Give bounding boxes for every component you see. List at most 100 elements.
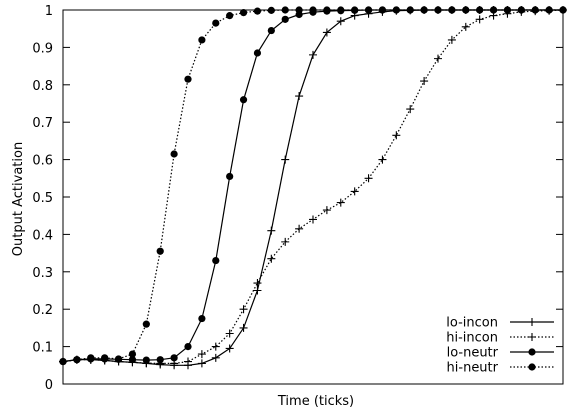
data-point bbox=[350, 187, 359, 196]
data-point bbox=[101, 354, 109, 362]
data-point bbox=[406, 105, 415, 114]
y-tick-label: 0.4 bbox=[32, 228, 53, 243]
data-point bbox=[239, 323, 248, 332]
data-point bbox=[476, 6, 484, 14]
data-point bbox=[225, 329, 234, 338]
data-point bbox=[170, 354, 178, 362]
data-point bbox=[489, 6, 498, 14]
y-tick-label: 0.9 bbox=[32, 41, 53, 56]
data-point bbox=[448, 6, 456, 14]
data-point bbox=[309, 215, 317, 224]
y-tick-label: 0.2 bbox=[32, 303, 53, 318]
y-tick-label: 0.6 bbox=[32, 154, 53, 169]
data-point bbox=[184, 343, 192, 351]
data-point bbox=[281, 15, 289, 23]
data-point bbox=[323, 6, 331, 14]
data-point bbox=[253, 286, 262, 295]
data-point bbox=[239, 96, 248, 104]
data-point bbox=[212, 19, 220, 27]
data-point bbox=[114, 355, 123, 363]
data-point bbox=[351, 6, 359, 14]
data-point bbox=[337, 6, 345, 14]
data-point bbox=[309, 50, 317, 59]
data-point bbox=[503, 6, 512, 14]
legend-label: hi-incon bbox=[446, 331, 498, 346]
data-point bbox=[528, 348, 536, 356]
data-point bbox=[197, 350, 206, 359]
data-point bbox=[392, 6, 400, 14]
series-line bbox=[62, 9, 564, 364]
data-point bbox=[198, 314, 206, 323]
data-point bbox=[142, 320, 150, 328]
data-point bbox=[378, 6, 387, 14]
data-point bbox=[420, 6, 428, 14]
data-point bbox=[336, 17, 345, 26]
legend-label: lo-neutr bbox=[447, 346, 499, 361]
data-point bbox=[170, 150, 178, 158]
data-point bbox=[378, 155, 387, 164]
data-point bbox=[528, 333, 536, 341]
data-point bbox=[239, 9, 248, 17]
data-point bbox=[462, 6, 470, 14]
data-point bbox=[267, 26, 275, 35]
data-point bbox=[434, 6, 442, 14]
data-point bbox=[211, 353, 220, 362]
data-point bbox=[322, 206, 331, 215]
data-point bbox=[212, 256, 220, 265]
y-tick-label: 0.7 bbox=[32, 116, 53, 131]
legend-item-lo-neutr: lo-neutr bbox=[447, 346, 554, 361]
data-point bbox=[59, 357, 67, 366]
data-point bbox=[184, 357, 192, 366]
legend-label: lo-incon bbox=[446, 316, 498, 331]
data-point bbox=[434, 54, 442, 63]
y-tick-label: 0.8 bbox=[32, 79, 53, 94]
data-point bbox=[406, 6, 414, 14]
data-point bbox=[197, 359, 206, 368]
data-point bbox=[267, 226, 276, 235]
data-point bbox=[253, 49, 262, 57]
series-line bbox=[62, 9, 563, 363]
data-point bbox=[295, 6, 303, 14]
data-point bbox=[239, 305, 248, 314]
data-point bbox=[281, 155, 290, 164]
series-line bbox=[62, 9, 563, 363]
y-tick-label: 0.3 bbox=[32, 266, 53, 281]
data-point bbox=[559, 6, 567, 14]
data-point bbox=[281, 237, 290, 246]
series-hi-incon bbox=[59, 6, 567, 368]
data-point bbox=[184, 75, 192, 83]
data-point bbox=[87, 354, 95, 362]
data-point bbox=[531, 6, 539, 14]
y-tick-label: 1 bbox=[45, 4, 53, 19]
series-hi-neutr bbox=[59, 6, 567, 366]
series-lo-neutr bbox=[59, 6, 567, 366]
legend-label: hi-neutr bbox=[447, 361, 499, 376]
data-point bbox=[475, 15, 484, 24]
data-point bbox=[128, 356, 137, 364]
data-point bbox=[545, 6, 553, 14]
data-point bbox=[528, 363, 536, 371]
data-point bbox=[281, 6, 289, 14]
data-point bbox=[211, 342, 220, 351]
data-point bbox=[253, 7, 262, 15]
data-point bbox=[226, 172, 234, 181]
y-axis-label: Output Activation bbox=[11, 142, 26, 256]
data-point bbox=[336, 198, 345, 207]
legend-item-hi-incon: hi-incon bbox=[446, 331, 554, 346]
data-point bbox=[267, 6, 275, 14]
data-point bbox=[142, 356, 150, 364]
data-point bbox=[226, 12, 234, 20]
y-axis-ticks: 0 0.1 0.2 0.3 0.4 0.5 0.6 0.7 0.8 0.9 1 bbox=[32, 4, 563, 393]
data-point bbox=[225, 344, 234, 353]
data-point bbox=[128, 350, 137, 358]
data-point bbox=[198, 36, 206, 44]
data-point bbox=[364, 174, 373, 183]
data-point bbox=[267, 254, 276, 263]
data-point bbox=[420, 77, 429, 86]
y-tick-label: 0.1 bbox=[32, 341, 53, 356]
data-point bbox=[364, 6, 373, 14]
data-point bbox=[447, 35, 456, 44]
y-tick-label: 0.5 bbox=[32, 191, 53, 206]
